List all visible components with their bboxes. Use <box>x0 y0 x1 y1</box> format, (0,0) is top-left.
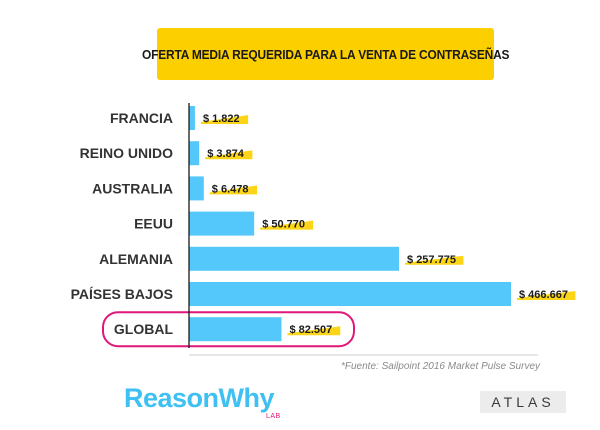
chart-title: OFERTA MEDIA REQUERIDA PARA LA VENTA DE … <box>141 46 510 62</box>
bar <box>189 211 255 236</box>
value-label: $ 466.667 <box>519 289 568 301</box>
bar <box>189 317 282 342</box>
category-label: FRANCIA <box>110 110 173 126</box>
reasonwhy-logo: ReasonWhy <box>124 383 275 413</box>
bar <box>189 106 195 130</box>
value-highlight <box>260 220 313 230</box>
category-label: REINO UNIDO <box>80 145 173 161</box>
value-highlight <box>200 115 249 124</box>
category-label: EEUU <box>134 216 173 232</box>
value-label: $ 82.507 <box>289 324 332 336</box>
bar <box>189 282 511 306</box>
category-label: GLOBAL <box>114 321 174 337</box>
value-highlight <box>517 291 576 300</box>
value-highlight <box>209 185 258 195</box>
category-label: PAÍSES BAJOS <box>71 286 173 302</box>
value-label: $ 257.775 <box>407 254 456 266</box>
atlas-logo: ATLAS <box>480 391 566 413</box>
value-highlight <box>287 326 341 336</box>
source-note: *Fuente: Sailpoint 2016 Market Pulse Sur… <box>341 361 540 372</box>
highlight-outline <box>102 311 355 348</box>
reasonwhy-logo-sub: LAB <box>266 413 281 420</box>
value-label: $ 1.822 <box>203 113 240 125</box>
value-label: $ 6.478 <box>212 183 249 195</box>
category-label: AUSTRALIA <box>92 180 173 196</box>
value-label: $ 50.770 <box>262 219 305 231</box>
value-highlight <box>405 255 464 265</box>
category-label: ALEMANIA <box>99 251 173 267</box>
bar <box>189 176 204 201</box>
chart-title-box: OFERTA MEDIA REQUERIDA PARA LA VENTA DE … <box>142 28 509 80</box>
value-highlight <box>205 150 253 160</box>
bar <box>189 141 200 166</box>
value-label: $ 3.874 <box>207 148 245 160</box>
bar <box>189 246 400 271</box>
